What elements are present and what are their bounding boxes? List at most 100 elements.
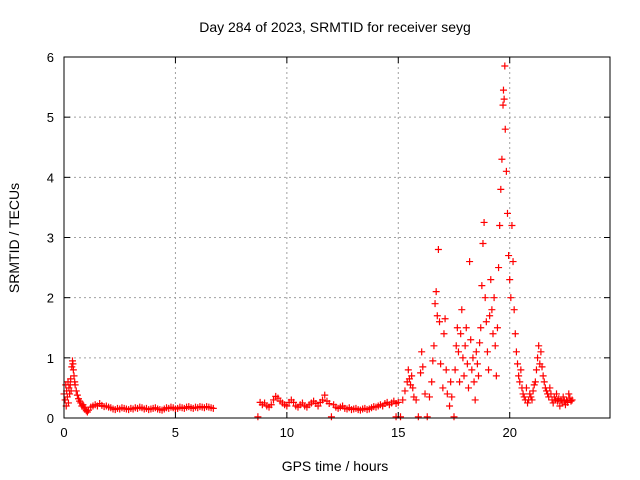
data-point: [492, 372, 500, 380]
data-point: [468, 366, 476, 374]
x-tick-label: 10: [280, 425, 294, 440]
data-point: [539, 372, 547, 380]
data-point: [466, 258, 474, 266]
data-point: [483, 348, 491, 356]
data-point: [401, 387, 409, 395]
data-point: [68, 363, 76, 371]
y-tick-label: 4: [47, 170, 54, 185]
data-point: [499, 101, 507, 109]
data-point: [433, 312, 441, 320]
data-point: [496, 221, 504, 229]
data-point: [568, 396, 576, 404]
x-tick-label: 5: [172, 425, 179, 440]
data-point: [502, 167, 510, 175]
data-point: [436, 318, 444, 326]
chart-title: Day 284 of 2023, SRMTID for receiver sey…: [199, 19, 471, 35]
data-point: [450, 413, 458, 421]
data-point: [510, 306, 518, 314]
data-point: [254, 413, 262, 421]
data-point: [434, 246, 442, 254]
data-point: [535, 342, 543, 350]
data-point: [534, 354, 542, 362]
data-point: [559, 393, 567, 401]
data-point: [565, 390, 573, 398]
data-point: [446, 402, 454, 410]
data-point: [546, 384, 554, 392]
data-point: [72, 387, 80, 395]
data-point: [69, 366, 77, 374]
data-point: [462, 324, 470, 332]
data-point: [470, 378, 478, 386]
data-point: [485, 366, 493, 374]
data-point: [428, 378, 436, 386]
data-point: [441, 315, 449, 323]
data-point: [507, 294, 515, 302]
data-point: [464, 384, 472, 392]
data-point: [553, 390, 561, 398]
data-point: [439, 384, 447, 392]
data-point: [399, 396, 407, 404]
data-point: [501, 62, 509, 70]
data-point: [409, 384, 417, 392]
data-point: [540, 378, 548, 386]
data-point: [456, 378, 464, 386]
data-point: [511, 330, 519, 338]
data-point: [440, 330, 448, 338]
data-point: [290, 398, 298, 406]
x-axis-label: GPS time / hours: [282, 458, 389, 474]
data-point: [527, 393, 535, 401]
data-point: [519, 390, 527, 398]
data-point: [408, 372, 416, 380]
data-point: [209, 404, 217, 412]
data-point: [538, 363, 546, 371]
data-point: [532, 366, 540, 374]
data-point: [497, 185, 505, 193]
data-point: [505, 252, 513, 260]
data-point: [452, 342, 460, 350]
data-point: [463, 360, 471, 368]
data-point: [480, 218, 488, 226]
data-point: [530, 381, 538, 389]
data-point: [537, 348, 545, 356]
data-point: [509, 258, 517, 266]
data-point: [481, 294, 489, 302]
data-point: [432, 288, 440, 296]
data-point: [482, 318, 490, 326]
data-point: [526, 390, 534, 398]
data-point: [327, 413, 335, 421]
data-point: [506, 276, 514, 284]
data-point: [421, 390, 429, 398]
y-tick-label: 5: [47, 110, 54, 125]
data-point: [267, 401, 275, 409]
x-tick-label: 0: [60, 425, 67, 440]
data-point: [457, 330, 465, 338]
data-point: [67, 375, 75, 383]
data-point: [479, 240, 487, 248]
data-point: [514, 360, 522, 368]
data-point: [423, 413, 431, 421]
data-point: [515, 372, 523, 380]
data-point: [443, 390, 451, 398]
data-point: [508, 221, 516, 229]
data-point: [412, 396, 420, 404]
y-tick-label: 3: [47, 231, 54, 246]
data-point: [66, 390, 74, 398]
data-point: [419, 363, 427, 371]
data-point: [73, 391, 81, 399]
data-point: [489, 330, 497, 338]
data-point: [542, 387, 550, 395]
data-point: [490, 294, 498, 302]
data-point: [467, 336, 475, 344]
data-point: [500, 95, 508, 103]
x-tick-label: 15: [391, 425, 405, 440]
data-point: [447, 378, 455, 386]
data-point: [454, 348, 462, 356]
axis-ticks: 0 5 10 15 20 0 1 2 3 4 5 6: [47, 50, 610, 440]
data-point: [493, 324, 501, 332]
data-point: [476, 339, 484, 347]
data-point: [448, 393, 456, 401]
data-point: [321, 391, 329, 399]
data-point: [325, 400, 333, 408]
data-point: [522, 384, 530, 392]
data-point: [517, 366, 525, 374]
